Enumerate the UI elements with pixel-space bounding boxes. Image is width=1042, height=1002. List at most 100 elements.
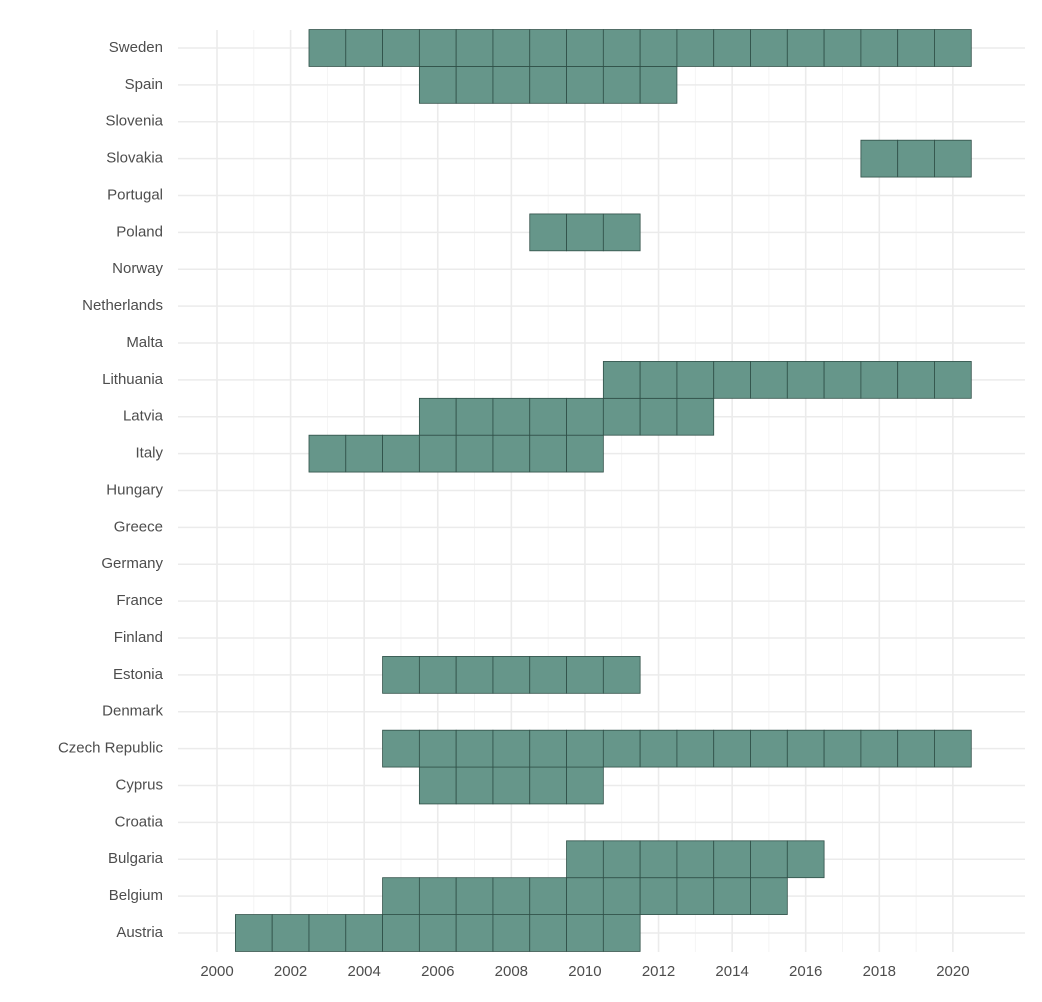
tile [897, 139, 935, 178]
tile [639, 29, 678, 67]
y-tick-label: Croatia [115, 813, 164, 830]
tile [602, 656, 641, 694]
x-tick-label: 2008 [495, 963, 528, 980]
tile [639, 840, 678, 879]
tile [455, 656, 494, 694]
tile [382, 729, 420, 768]
tile [418, 877, 457, 915]
tile [492, 656, 531, 694]
tile [713, 361, 751, 399]
tile [676, 397, 715, 436]
tile [418, 729, 457, 768]
tile [382, 914, 420, 952]
x-tick-label: 2014 [715, 963, 748, 980]
tile [566, 29, 604, 67]
y-tick-label: Poland [116, 223, 163, 240]
tile [786, 729, 825, 768]
y-tick-label: Netherlands [82, 297, 163, 314]
tile [750, 29, 788, 67]
tile [418, 66, 457, 104]
x-tick-label: 2012 [642, 963, 675, 980]
y-tick-label: Lithuania [102, 371, 164, 388]
tile [639, 877, 678, 915]
tile [602, 729, 641, 768]
tile [418, 656, 457, 694]
tile [676, 877, 715, 915]
tile [308, 914, 347, 952]
tile [897, 729, 935, 768]
tile [786, 29, 825, 67]
y-tick-label: Latvia [123, 408, 164, 425]
tile [786, 840, 825, 879]
tile [418, 766, 457, 805]
tile [602, 397, 641, 436]
tile [492, 66, 531, 104]
tile [529, 434, 567, 473]
x-tick-label: 2018 [863, 963, 896, 980]
tile [860, 361, 899, 399]
tile [492, 914, 531, 952]
x-tick-label: 2002 [274, 963, 307, 980]
y-tick-label: Sweden [109, 39, 163, 56]
tile [602, 66, 641, 104]
tile [529, 729, 567, 768]
x-tick-label: 2006 [421, 963, 454, 980]
tile [750, 361, 788, 399]
y-tick-label: Cyprus [115, 776, 163, 793]
tile [529, 397, 567, 436]
tile [382, 877, 420, 915]
tile [566, 766, 604, 805]
tile [455, 29, 494, 67]
tile [529, 877, 567, 915]
tile [455, 397, 494, 436]
y-tick-label: Malta [126, 334, 163, 351]
tile [455, 877, 494, 915]
tile [602, 213, 641, 252]
y-tick-label: Norway [112, 260, 163, 277]
tile [639, 729, 678, 768]
tile [529, 656, 567, 694]
tile [602, 914, 641, 952]
tile [602, 877, 641, 915]
y-tick-label: Germany [101, 555, 163, 572]
tile [308, 29, 347, 67]
tile [529, 766, 567, 805]
tile [345, 29, 383, 67]
y-tick-label: Finland [114, 629, 163, 646]
tile [308, 434, 347, 473]
tile [271, 914, 310, 952]
tile [676, 29, 715, 67]
tile [418, 29, 457, 67]
x-tick-label: 2016 [789, 963, 822, 980]
tile [934, 361, 972, 399]
tile [566, 213, 604, 252]
tile [713, 729, 751, 768]
tile [529, 66, 567, 104]
tile [492, 29, 531, 67]
x-tick-label: 2010 [568, 963, 601, 980]
y-tick-label: Estonia [113, 666, 164, 683]
tile [823, 361, 862, 399]
tile [934, 29, 972, 67]
tile [639, 361, 678, 399]
tile [455, 729, 494, 768]
tile [897, 29, 935, 67]
tile [234, 914, 273, 952]
tile [639, 397, 678, 436]
tile [418, 434, 457, 473]
tile [750, 877, 788, 915]
x-tick-label: 2000 [200, 963, 233, 980]
y-tick-label: Slovakia [106, 150, 163, 167]
tile [529, 914, 567, 952]
y-tick-label: Austria [116, 924, 163, 941]
tile [934, 729, 972, 768]
tile [897, 361, 935, 399]
y-tick-label: Italy [135, 445, 163, 462]
y-tick-label: Czech Republic [58, 740, 164, 757]
y-tick-label: France [116, 592, 163, 609]
tile [529, 29, 567, 67]
tile [750, 840, 788, 879]
tile [492, 877, 531, 915]
y-tick-label: Portugal [107, 186, 163, 203]
tile [492, 729, 531, 768]
